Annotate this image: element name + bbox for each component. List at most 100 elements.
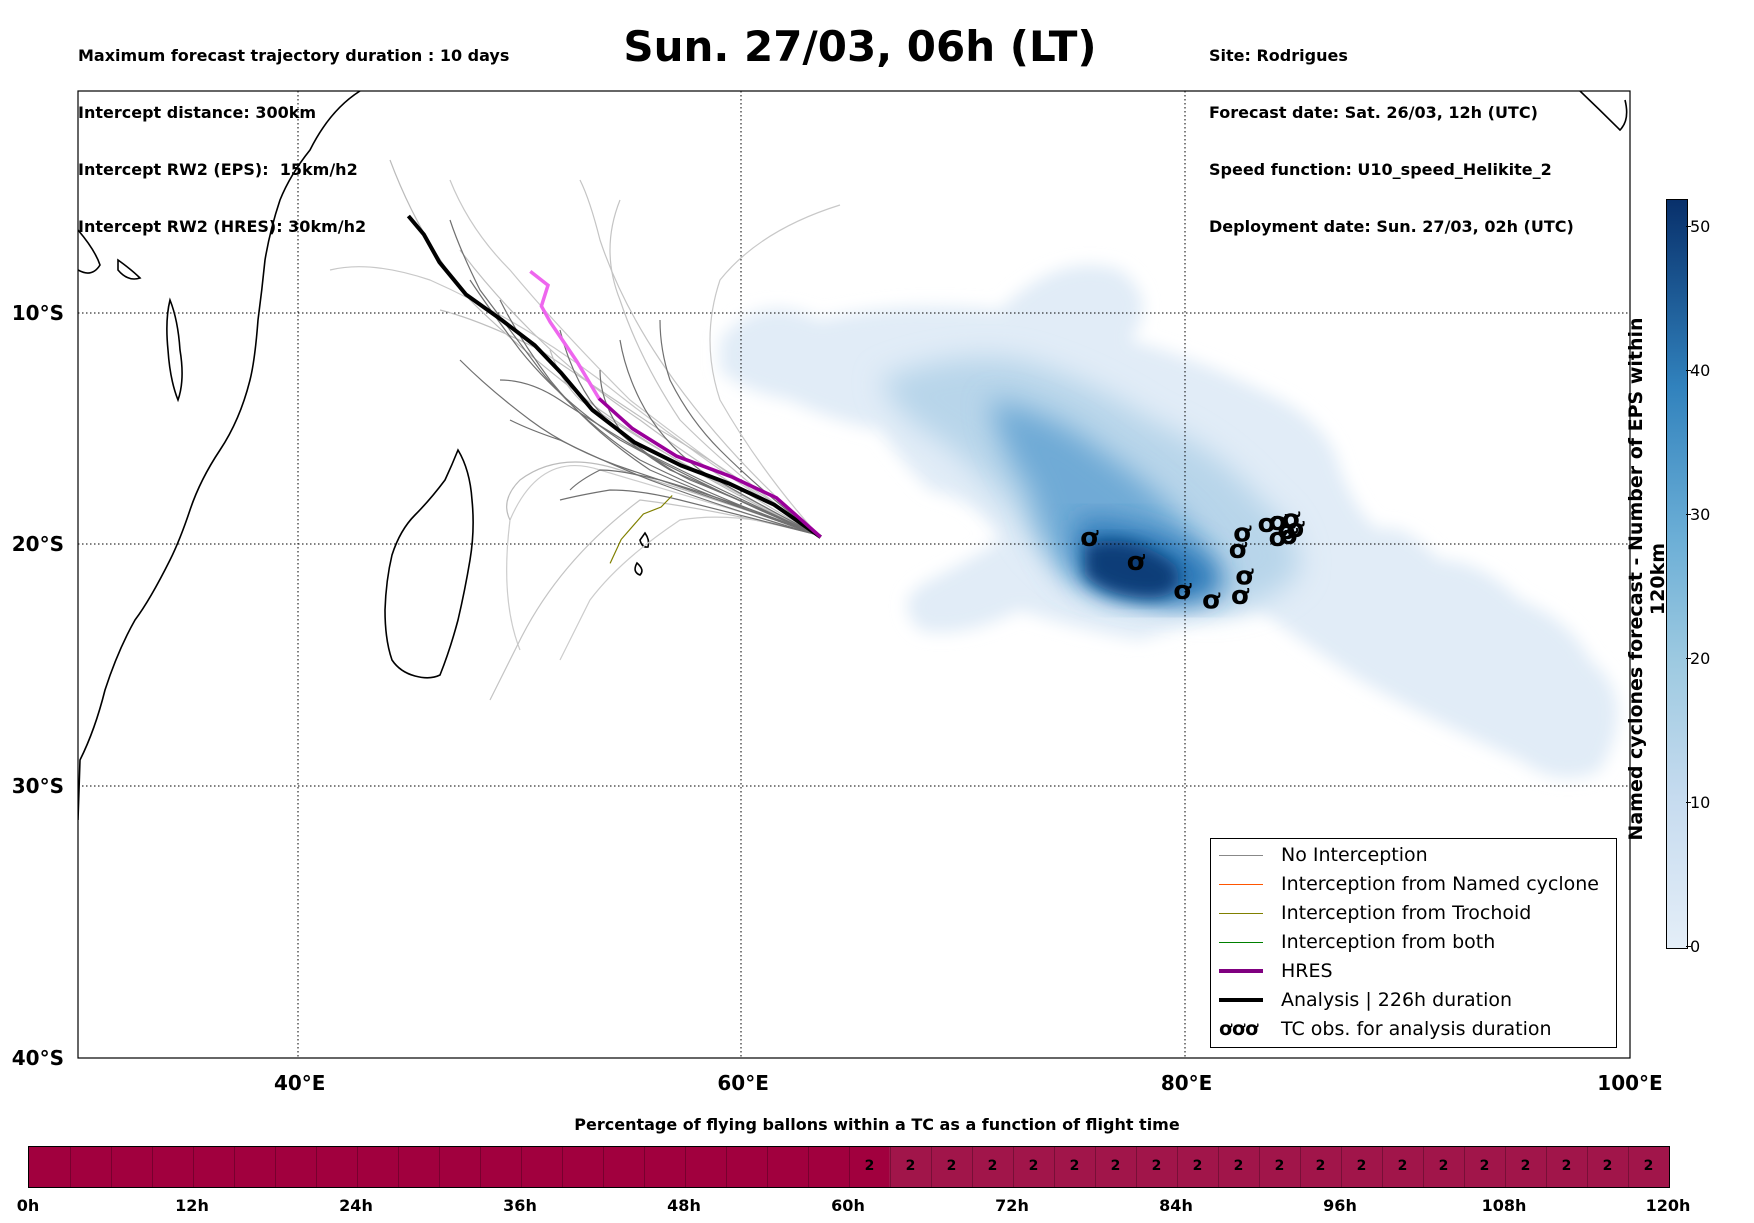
tc-obs-marker: ơ	[1286, 514, 1305, 544]
coastlines	[78, 91, 1628, 821]
percentage-value: 2	[1479, 1158, 1490, 1174]
eps-trajectories	[329, 159, 841, 701]
percentage-bar-cell-divider	[1546, 1147, 1547, 1187]
time-tick-label: 108h	[1481, 1196, 1527, 1215]
percentage-bar-cell-divider	[808, 1147, 809, 1187]
map-legend: No Interception Interception from Named …	[1210, 838, 1617, 1048]
percentage-bar-cell-divider	[1382, 1147, 1383, 1187]
percentage-bar-title: Percentage of flying ballons within a TC…	[574, 1115, 1180, 1134]
percentage-value: 2	[1643, 1158, 1654, 1174]
map-gridlines	[78, 91, 1630, 1058]
percentage-value: 2	[1602, 1158, 1613, 1174]
percentage-bar-cell-divider	[1341, 1147, 1342, 1187]
latitude-tick-labels: 10°S 20°S 30°S 40°S	[12, 301, 64, 1070]
percentage-value: 2	[1233, 1158, 1244, 1174]
legend-label: Interception from Trochoid	[1281, 902, 1532, 924]
tc-obs-marker: ơ	[1173, 576, 1192, 606]
percentage-value: 2	[1438, 1158, 1449, 1174]
colorbar-tick: 10	[1685, 793, 1711, 812]
legend-item-hres: HRES	[1219, 959, 1333, 983]
percentage-bar-cell-divider	[1218, 1147, 1219, 1187]
percentage-bar-cell-divider	[152, 1147, 153, 1187]
percentage-bar-cell-divider	[603, 1147, 604, 1187]
time-tick-label: 84h	[1159, 1196, 1193, 1215]
percentage-bar-filled-segment	[889, 1147, 1669, 1187]
percentage-value: 2	[1520, 1158, 1531, 1174]
legend-line	[1219, 998, 1263, 1002]
percentage-bar-cell-divider	[931, 1147, 932, 1187]
legend-item-trochoid: Interception from Trochoid	[1219, 901, 1531, 925]
percentage-bar-cell-divider	[357, 1147, 358, 1187]
header-line: Deployment date: Sun. 27/03, 02h (UTC)	[1209, 217, 1574, 236]
header-line: Maximum forecast trajectory duration : 1…	[78, 46, 510, 65]
percentage-bar-cell-divider	[193, 1147, 194, 1187]
header-line: Intercept RW2 (EPS): 15km/h2	[78, 160, 358, 179]
percentage-value: 2	[1110, 1158, 1121, 1174]
percentage-bar-cell-divider	[1054, 1147, 1055, 1187]
percentage-value: 2	[1315, 1158, 1326, 1174]
percentage-value: 2	[1274, 1158, 1285, 1174]
legend-label: No Interception	[1281, 844, 1428, 866]
percentage-bar-cell-divider	[1177, 1147, 1178, 1187]
percentage-bar-cell-divider	[890, 1147, 891, 1187]
latitude-tick-label: 20°S	[12, 532, 64, 556]
percentage-bar-cell-divider	[480, 1147, 481, 1187]
percentage-value: 2	[905, 1158, 916, 1174]
legend-label: Interception from both	[1281, 931, 1496, 953]
percentage-value: 2	[864, 1158, 875, 1174]
percentage-bar-cell-divider	[521, 1147, 522, 1187]
percentage-bar-cell-divider	[685, 1147, 686, 1187]
percentage-bar-cell-divider	[726, 1147, 727, 1187]
latitude-tick-label: 30°S	[12, 774, 64, 798]
percentage-value: 2	[1192, 1158, 1203, 1174]
percentage-bar-cell-divider	[1505, 1147, 1506, 1187]
trochoid-interception-track	[609, 495, 673, 564]
legend-line	[1219, 969, 1263, 973]
analysis-track	[406, 214, 822, 539]
tc-symbol-icon: ơơơ	[1219, 1018, 1259, 1040]
percentage-value: 2	[987, 1158, 998, 1174]
hres-track-segment	[597, 397, 822, 539]
percentage-bar-cell-divider	[1095, 1147, 1096, 1187]
percentage-value: 2	[946, 1158, 957, 1174]
colorbar-tick: 30	[1685, 505, 1711, 524]
tc-obs-marker: ơ	[1202, 586, 1221, 616]
longitude-tick-label: 100°E	[1597, 1071, 1662, 1095]
header-line: Intercept distance: 300km	[78, 103, 317, 122]
percentage-value: 2	[1561, 1158, 1572, 1174]
longitude-tick-label: 80°E	[1161, 1071, 1213, 1095]
percentage-bar-cell-divider	[849, 1147, 850, 1187]
tc-obs-marker: ơ	[1235, 561, 1254, 591]
time-tick-label: 24h	[339, 1196, 373, 1215]
header-line: Site: Rodrigues	[1209, 46, 1348, 65]
legend-item-tc-obs: ơơơ TC obs. for analysis duration	[1219, 1017, 1552, 1041]
percentage-bar-cell-divider	[1259, 1147, 1260, 1187]
longitude-tick-label: 40°E	[274, 1071, 326, 1095]
percentage-bar-cell-divider	[439, 1147, 440, 1187]
legend-line	[1219, 912, 1263, 914]
tc-obs-marker: ơ	[1257, 509, 1276, 539]
percentage-value: 2	[1356, 1158, 1367, 1174]
legend-item-analysis: Analysis | 226h duration	[1219, 988, 1512, 1012]
percentage-bar-cell-divider	[1423, 1147, 1424, 1187]
percentage-bar-cell-divider	[644, 1147, 645, 1187]
legend-item-named-cyclone: Interception from Named cyclone	[1219, 872, 1599, 896]
colorbar-tick: 0	[1685, 937, 1701, 956]
time-tick-label: 60h	[831, 1196, 865, 1215]
main-title: Sun. 27/03, 06h (LT)	[623, 22, 1097, 71]
tc-obs-marker: ơ	[1269, 523, 1288, 553]
time-tick-label: 120h	[1645, 1196, 1691, 1215]
legend-label: Analysis | 226h duration	[1281, 989, 1513, 1011]
time-tick-label: 0h	[16, 1196, 40, 1215]
longitude-tick-label: 60°E	[717, 1071, 769, 1095]
latitude-tick-label: 40°S	[12, 1046, 64, 1070]
legend-label: TC obs. for analysis duration	[1281, 1018, 1552, 1040]
header-line: Speed function: U10_speed_Helikite_2	[1209, 160, 1552, 179]
tc-obs-marker: ơ	[1282, 505, 1301, 535]
percentage-bar-cell-divider	[275, 1147, 276, 1187]
legend-line	[1219, 941, 1263, 943]
percentage-bar-cell-divider	[1587, 1147, 1588, 1187]
tc-obs-marker: ơ	[1269, 507, 1288, 537]
legend-label: Interception from Named cyclone	[1281, 873, 1599, 895]
